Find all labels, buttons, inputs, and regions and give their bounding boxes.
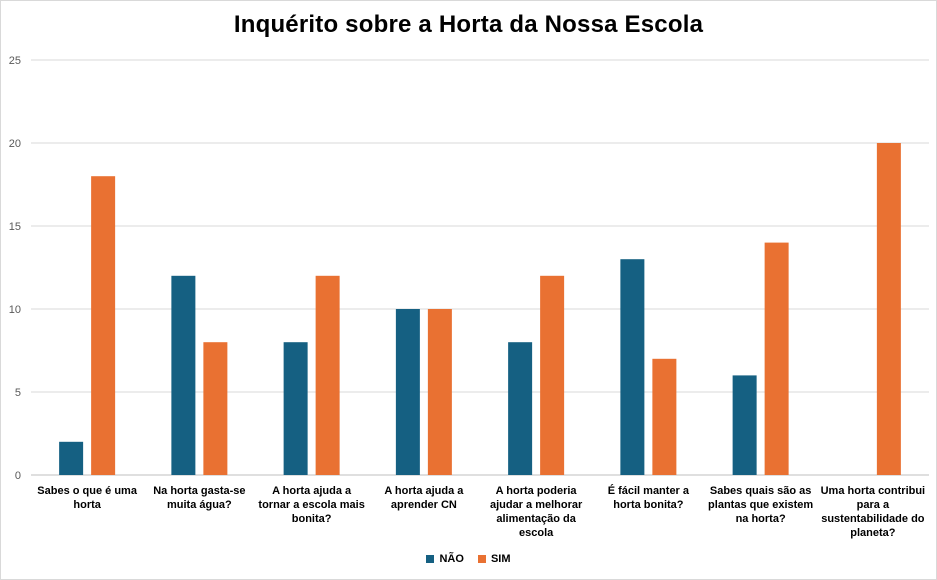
x-tick-label: A horta ajuda a (384, 485, 464, 497)
y-tick-label: 10 (9, 304, 21, 316)
bar-nao (283, 342, 308, 475)
x-tick-label: Na horta gasta-se (153, 485, 245, 497)
legend-swatch-sim (477, 555, 486, 563)
x-tick-label: A horta poderia (496, 485, 578, 497)
x-tick-label: bonita? (292, 513, 332, 525)
x-tick-label: horta bonita? (613, 499, 684, 511)
x-tick-label: Uma horta contribui (821, 485, 926, 497)
legend-label-sim: SIM (490, 553, 511, 565)
y-tick-label: 20 (9, 138, 21, 150)
bar-sim (203, 342, 228, 475)
bar-sim (315, 275, 340, 475)
legend-label-nao: NÃO (439, 553, 464, 565)
bar-sim (876, 143, 901, 475)
x-tick-label: É fácil manter a (608, 484, 690, 497)
x-tick-label: horta (73, 499, 101, 511)
x-tick-label: plantas que existem (708, 499, 813, 511)
x-tick-label: A horta ajuda a (272, 485, 352, 497)
chart-title: Inquérito sobre a Horta da Nossa Escola (233, 11, 704, 38)
bar-sim (427, 309, 452, 475)
bar-nao (508, 342, 533, 475)
x-tick-label: aprender CN (391, 499, 457, 511)
x-tick-label: escola (519, 527, 554, 539)
x-tick-label: Sabes quais são as (710, 485, 812, 497)
y-tick-label: 25 (9, 55, 21, 67)
x-tick-label: alimentação da (496, 513, 576, 525)
x-tick-label: Sabes o que é uma (37, 485, 138, 497)
x-tick-label: tornar a escola mais (258, 499, 364, 511)
y-tick-label: 5 (15, 387, 21, 399)
x-tick-label: para a (857, 499, 890, 511)
y-tick-label: 0 (15, 470, 21, 482)
bar-nao (620, 259, 645, 475)
x-tick-label: muita água? (167, 499, 232, 511)
bar-sim (764, 242, 789, 475)
bar-nao (59, 441, 84, 475)
bar-nao (171, 275, 196, 475)
x-tick-label: planeta? (850, 527, 896, 539)
y-tick-label: 15 (9, 221, 21, 233)
bar-nao (732, 375, 757, 475)
legend-swatch-nao (426, 555, 435, 563)
bar-sim (91, 176, 116, 475)
legend-item-sim: SIM (477, 553, 511, 565)
bar-sim (652, 358, 677, 475)
legend-item-nao: NÃO (426, 553, 464, 565)
bar-sim (540, 275, 565, 475)
chart-legend: NÃO SIM (1, 553, 936, 565)
x-tick-label: ajudar a melhorar (490, 499, 583, 511)
x-tick-label: sustentabilidade do (821, 513, 925, 525)
bar-nao (395, 309, 420, 475)
x-tick-label: na horta? (736, 513, 786, 525)
